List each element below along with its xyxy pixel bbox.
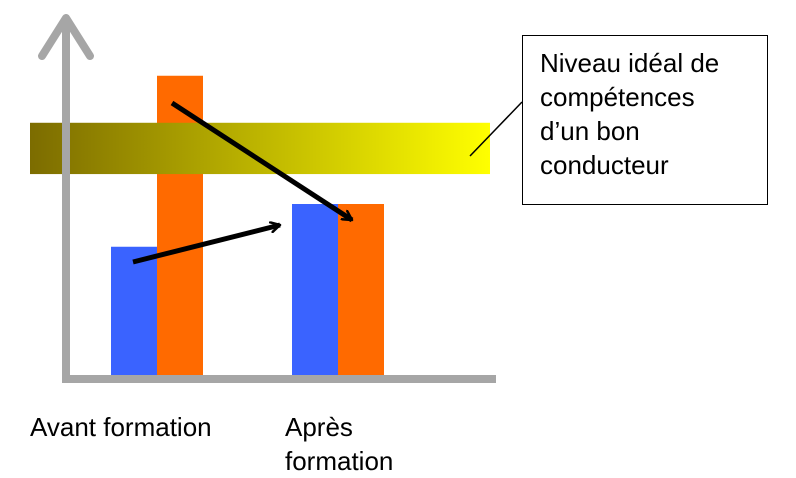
callout-line-3: d’un bon: [540, 116, 640, 146]
callout-connector-line: [469, 101, 523, 157]
callout-line-4: conducteur: [540, 150, 669, 180]
callout-line-1: Niveau idéal de: [540, 48, 720, 78]
arrow-orange-progress: [170, 100, 354, 223]
category-label-before: Avant formation: [30, 410, 212, 444]
arrow-blue-progress: [132, 225, 280, 265]
ideal-level-band: [30, 122, 490, 175]
category-label-after-line-1: Après: [285, 412, 353, 442]
bar-group: [111, 75, 384, 375]
category-label-after: Après formation: [285, 410, 393, 478]
callout-line-2: compétences: [540, 82, 695, 112]
ideal-level-callout: Niveau idéal de compétences d’un bon con…: [522, 35, 768, 205]
y-axis-arrowhead: [38, 14, 94, 60]
bar-blue-before: [111, 246, 157, 375]
axes: [38, 14, 496, 383]
bar-blue-after: [292, 204, 338, 375]
category-label-before-text: Avant formation: [30, 412, 212, 442]
trend-arrows: [132, 100, 354, 265]
category-label-after-line-2: formation: [285, 446, 394, 476]
bar-orange-after: [338, 204, 384, 375]
